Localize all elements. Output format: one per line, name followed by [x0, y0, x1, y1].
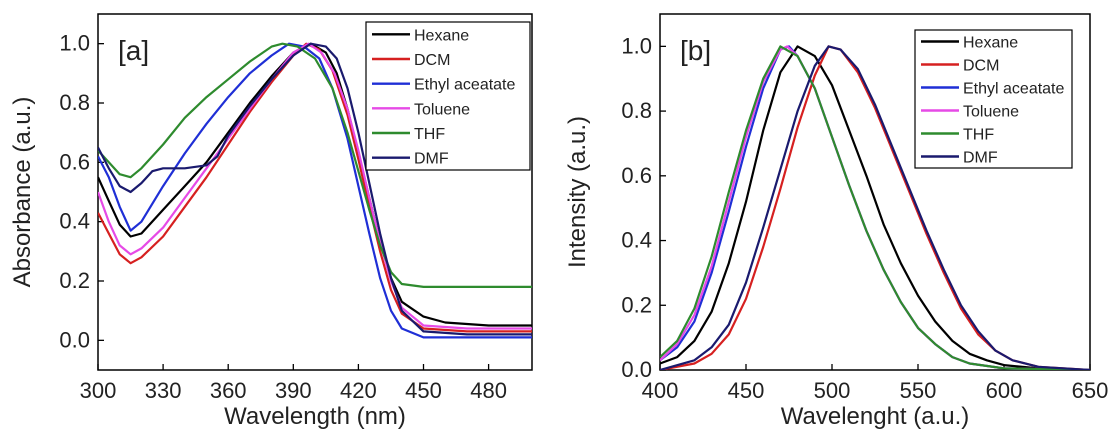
chart-panel-b: 400 450 500 550 600 650 0.0 0.2 0.4 0.6 0.8 1.0 Wave…	[564, 13, 1109, 430]
y-tick-label: 0.2	[59, 268, 90, 293]
legend-label: Hexane	[414, 27, 469, 44]
y-tick-label: 0.4	[59, 209, 90, 234]
legend-label: DCM	[414, 52, 450, 69]
x-tick-label: 400	[642, 378, 679, 403]
plot-frame	[659, 13, 1091, 371]
series-line-thf	[660, 45, 1090, 370]
series-line-thf	[98, 42, 532, 288]
legend-label: DMF	[963, 150, 998, 167]
x-tick-label: 420	[340, 378, 377, 403]
y-tick-label: 0.6	[621, 163, 652, 188]
x-tick-label: 600	[986, 378, 1023, 403]
legend-label: THF	[414, 126, 445, 143]
y-tick-label: 0.4	[621, 228, 652, 253]
series-line-dcm	[660, 45, 1090, 370]
x-axis-label: Wavelenght (a.u.)	[781, 403, 970, 430]
panel-label: [b]	[680, 35, 711, 66]
legend-label: Toluene	[414, 101, 470, 118]
series-line-hexane	[660, 45, 1090, 370]
chart-panel-a: 300 330 360 390 420 450 480 0.0 0.2 0.4 0.6 0.8 1.0 W…	[9, 13, 533, 430]
y-tick-label: 0.2	[621, 292, 652, 317]
x-tick-label: 360	[210, 378, 247, 403]
x-tick-label: 450	[405, 378, 442, 403]
y-tick-label: 0.6	[59, 149, 90, 174]
series-group	[660, 45, 1090, 370]
x-tick-label: 650	[1072, 378, 1109, 403]
legend-label: DMF	[414, 151, 449, 168]
x-tick-label: 300	[80, 378, 117, 403]
legend: Hexane DCM Ethyl aceatate Toluene THF DMF	[365, 21, 531, 171]
legend-label: Ethyl aceatate	[963, 81, 1065, 98]
y-axis-label: Absorbance (a.u.)	[9, 97, 36, 288]
legend-box	[365, 21, 531, 171]
x-tick-label: 550	[900, 378, 937, 403]
y-tick-label: 0.0	[59, 327, 90, 352]
y-axis-label: Intensity (a.u.)	[564, 116, 591, 268]
x-tick-label: 480	[470, 378, 507, 403]
legend-label: THF	[963, 127, 994, 144]
series-line-dmf	[98, 42, 532, 336]
legend-label: Hexane	[963, 35, 1018, 52]
legend-box	[914, 29, 1073, 169]
panel-label: [a]	[118, 35, 149, 66]
y-tick-label: 0.8	[59, 90, 90, 115]
x-tick-label: 500	[814, 378, 851, 403]
legend-label: DCM	[963, 58, 999, 75]
y-tick-label: 1.0	[59, 31, 90, 56]
x-tick-label: 390	[275, 378, 312, 403]
legend-label: Ethyl aceatate	[414, 77, 516, 94]
series-line-dmf	[660, 45, 1090, 370]
legend-label: Toluene	[963, 104, 1019, 121]
x-tick-label: 450	[728, 378, 765, 403]
x-tick-label: 330	[145, 378, 182, 403]
y-tick-label: 1.0	[621, 33, 652, 58]
series-line-ethyl-aceatate	[98, 42, 532, 339]
series-group	[98, 42, 532, 339]
y-tick-label: 0.0	[621, 357, 652, 382]
legend: Hexane DCM Ethyl aceatate Toluene THF DMF	[914, 29, 1073, 169]
x-axis-label: Wavelength (nm)	[224, 403, 406, 430]
y-tick-label: 0.8	[621, 98, 652, 123]
